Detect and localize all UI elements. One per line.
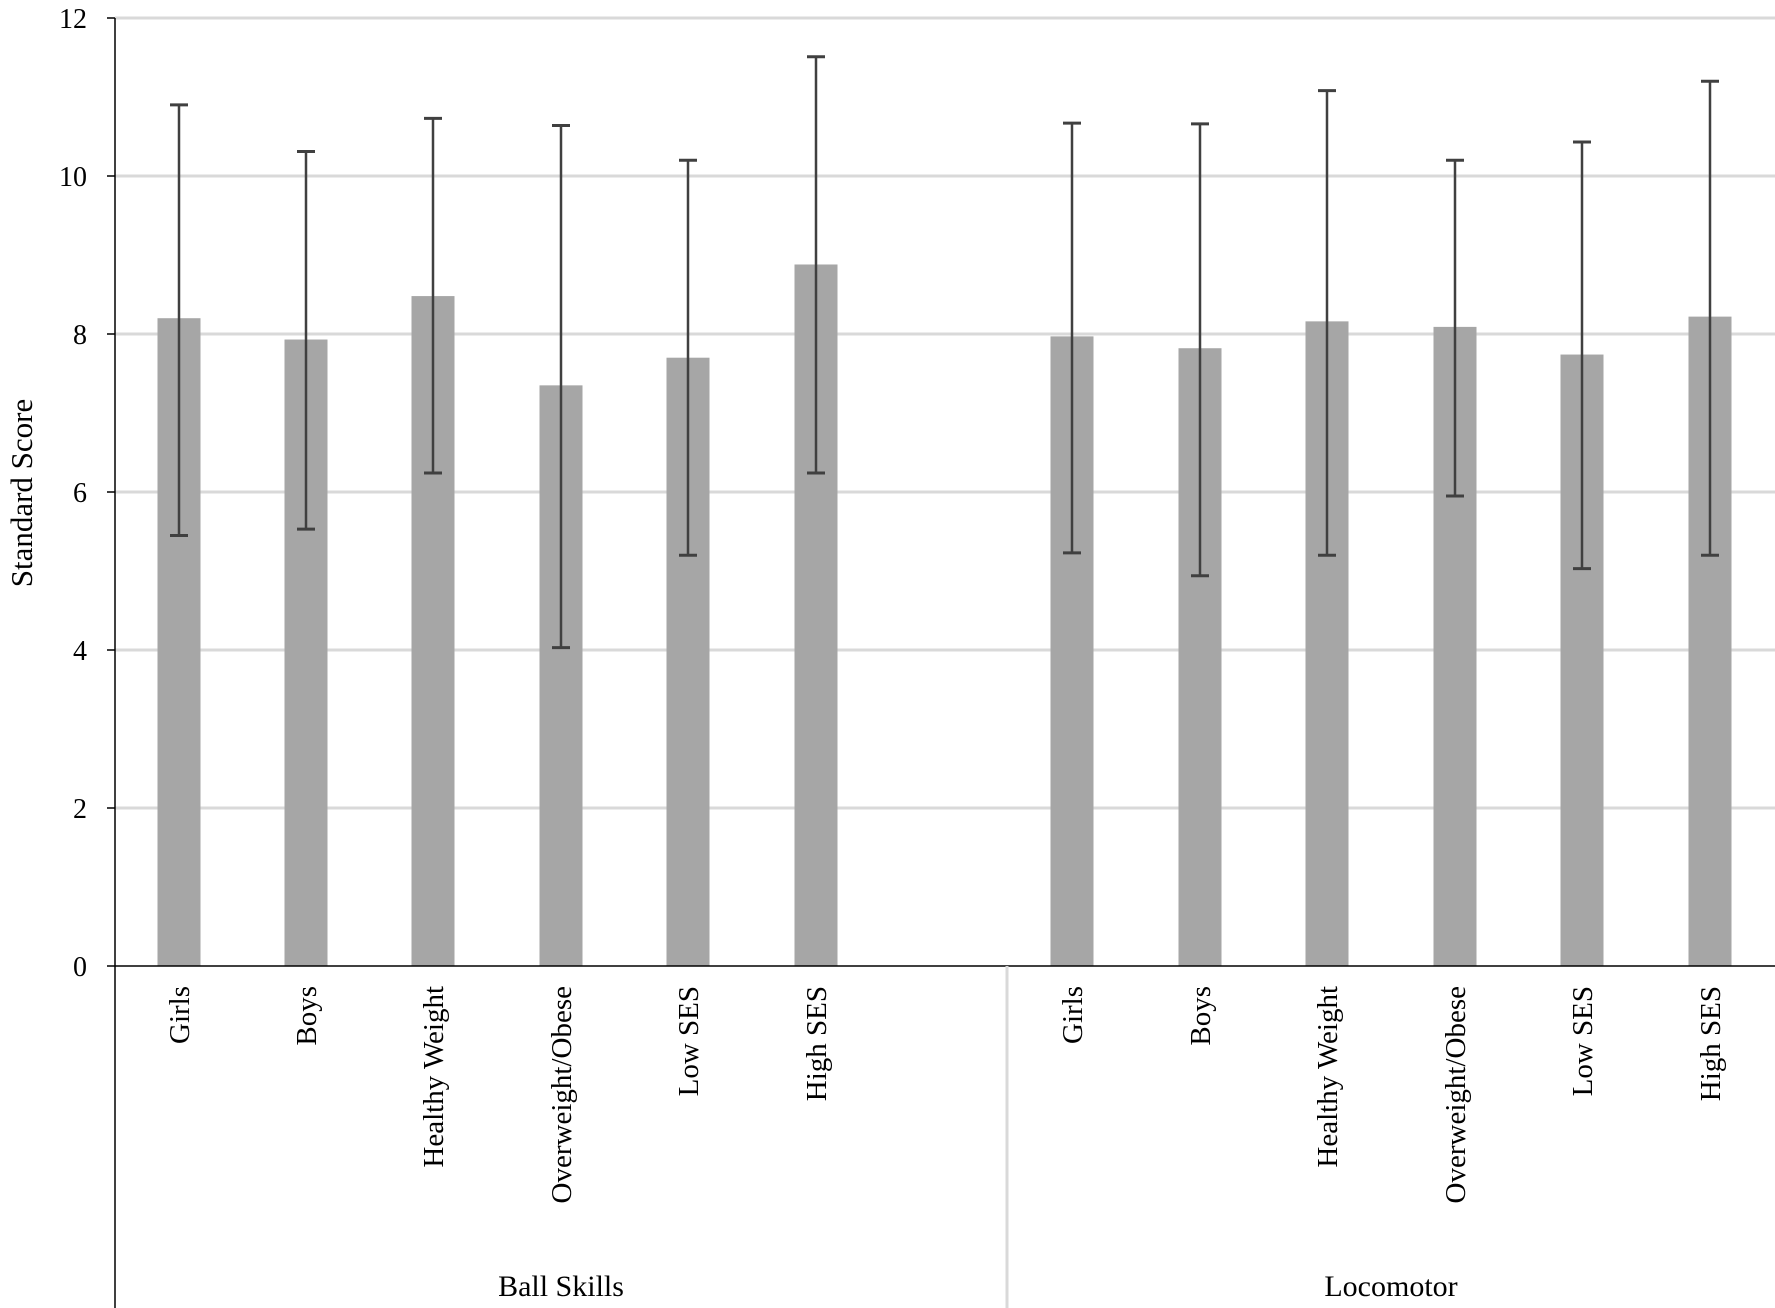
error-bar <box>424 116 442 475</box>
y-tick-label: 2 <box>73 794 87 825</box>
error-bar <box>170 103 188 537</box>
error-bar <box>1446 158 1464 498</box>
error-bars <box>170 55 1719 650</box>
y-tick-label: 4 <box>73 636 87 667</box>
x-group-label: Ball Skills <box>498 1270 624 1303</box>
error-bar <box>1318 89 1336 557</box>
error-bar <box>1063 121 1081 555</box>
y-tick-label: 12 <box>59 4 87 35</box>
x-category-label: Overweight/Obese <box>1440 986 1472 1203</box>
x-category-label: High SES <box>801 986 833 1101</box>
x-category-label: Low SES <box>673 986 705 1096</box>
x-category-label: Girls <box>1057 986 1089 1044</box>
gridlines <box>115 16 1775 810</box>
y-axis-title: Standard Score <box>4 399 39 588</box>
y-tick-label: 10 <box>59 162 87 193</box>
y-tick-label: 6 <box>73 478 87 509</box>
error-bar <box>1573 140 1591 571</box>
x-category-label: Healthy Weight <box>1312 986 1344 1168</box>
x-category-label: Low SES <box>1567 986 1599 1096</box>
x-category-label: Healthy Weight <box>418 986 450 1168</box>
y-tick-label: 0 <box>73 952 87 983</box>
error-bar <box>552 123 570 650</box>
x-category-label: Girls <box>164 986 196 1044</box>
error-bar <box>807 55 825 475</box>
bars <box>157 264 1732 967</box>
y-tick-label: 8 <box>73 320 87 351</box>
error-bar <box>1701 79 1719 557</box>
x-category-label: Boys <box>1185 986 1217 1046</box>
error-bar <box>1191 122 1209 578</box>
axes <box>107 17 1775 1308</box>
error-bar <box>679 158 697 557</box>
x-category-label: High SES <box>1695 986 1727 1101</box>
error-bar <box>297 150 315 531</box>
x-category-label: Overweight/Obese <box>546 986 578 1203</box>
x-group-label: Locomotor <box>1324 1270 1457 1303</box>
x-category-label: Boys <box>291 986 323 1046</box>
labels: 0 2 4 6 8 10 12 Girls Boys Healthy Weight Overweig… <box>59 4 1727 1303</box>
